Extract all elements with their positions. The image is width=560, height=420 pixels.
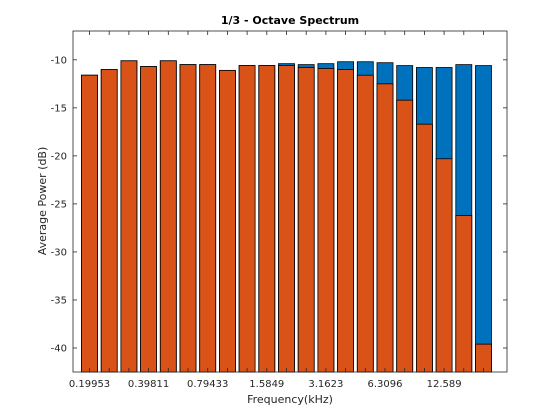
x-tick-label-3: 0.79433 xyxy=(187,379,228,390)
bar-series2-7 xyxy=(199,64,217,373)
bar-series2-8 xyxy=(218,69,236,373)
x-tick-label-5: 3.1623 xyxy=(308,379,343,390)
bar-series2-15 xyxy=(356,74,374,373)
y-tick-label-3: -20 xyxy=(51,151,67,162)
y-tick-label-5: -30 xyxy=(51,247,67,258)
y-ticks: -10 -15 -20 -25 -30 -35 -40 xyxy=(51,55,507,354)
x-tick-label-1: 0.19953 xyxy=(69,379,110,390)
bar-series2-4 xyxy=(140,66,158,373)
bar-series2-2 xyxy=(100,69,118,373)
bar-series2-16 xyxy=(376,83,394,373)
bar-series2-6 xyxy=(179,64,197,373)
bar-series2-14 xyxy=(337,69,355,373)
bar-series2-13 xyxy=(317,68,335,373)
bar-series2-17 xyxy=(396,99,414,373)
bar-series2-10 xyxy=(258,65,276,373)
x-tick-label-7: 12.589 xyxy=(427,379,462,390)
y-tick-label-2: -15 xyxy=(51,103,67,114)
bars-group xyxy=(81,60,492,373)
bar-series2-9 xyxy=(238,65,256,373)
bar-series2-5 xyxy=(159,60,177,373)
bar-series2-18 xyxy=(415,123,433,373)
y-tick-label-4: -25 xyxy=(51,199,67,210)
x-tick-label-4: 1.5849 xyxy=(249,379,284,390)
y-tick-label-6: -35 xyxy=(51,295,67,306)
x-tick-label-2: 0.39811 xyxy=(128,379,169,390)
x-axis-title: Frequency(kHz) xyxy=(247,393,333,406)
y-axis-title: Average Power (dB) xyxy=(36,147,49,256)
bar-series2-12 xyxy=(297,67,315,373)
plot-box xyxy=(72,30,508,373)
bar-series2-20 xyxy=(455,215,473,373)
bar-series2-3 xyxy=(120,60,138,373)
y-tick-label-1: -10 xyxy=(51,55,67,66)
bar-series2-11 xyxy=(278,65,295,373)
bar-series2-19 xyxy=(435,158,453,373)
bar-series2-1 xyxy=(81,74,98,373)
y-tick-label-7: -40 xyxy=(51,343,67,354)
bar-series2-21 xyxy=(475,343,492,373)
x-ticks: 0.19953 0.39811 0.79433 1.5849 3.1623 6.3096 1… xyxy=(69,31,484,390)
chart-title: 1/3 - Octave Spectrum xyxy=(221,14,359,27)
bar-series1-21 xyxy=(475,65,492,373)
x-tick-label-6: 6.3096 xyxy=(368,379,403,390)
